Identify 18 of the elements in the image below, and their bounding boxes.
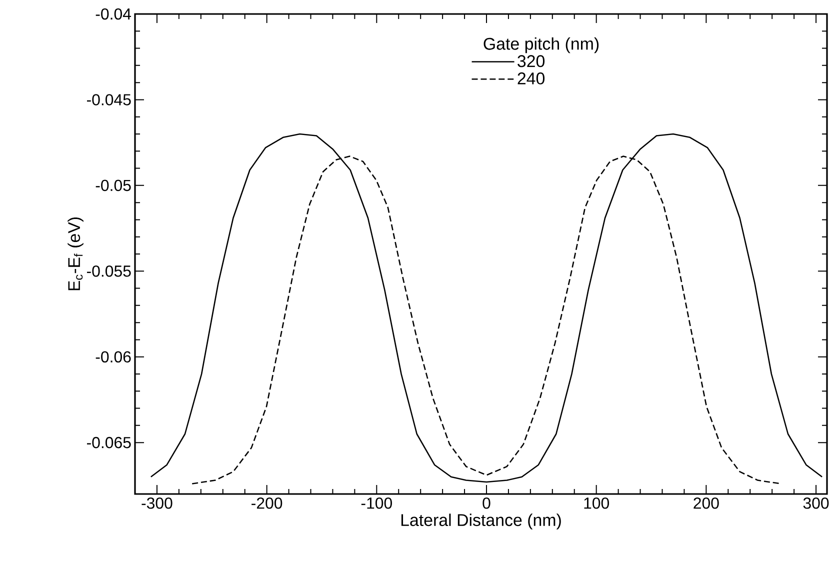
x-tick-label: -100 [361, 498, 392, 509]
legend-title: Gate pitch (nm) [484, 37, 599, 54]
y-tick-label: -0.05 [96, 180, 131, 192]
x-tick-label: 100 [584, 498, 609, 509]
x-tick-label: -300 [142, 498, 172, 509]
y-tick-label: -0.055 [86, 266, 131, 277]
legend-label: 240 [518, 72, 545, 84]
legend-label: 320 [518, 55, 545, 68]
x-tick-label: 200 [694, 498, 719, 509]
y-tick-label: -0.06 [96, 351, 131, 362]
y-tick-label: -0.04 [96, 8, 132, 20]
y-tick-label: -0.065 [86, 436, 131, 448]
y-axis-title: E$_{c}$-E$_{f}$ (eV) [68, 217, 84, 290]
x-axis-title: Lateral Distance (nm) [401, 514, 561, 530]
y-tick-label: -0.045 [86, 94, 131, 106]
x-tick-label: -200 [252, 498, 282, 509]
x-tick-label: 300 [803, 498, 829, 509]
x-tick-label: 0 [482, 498, 490, 509]
